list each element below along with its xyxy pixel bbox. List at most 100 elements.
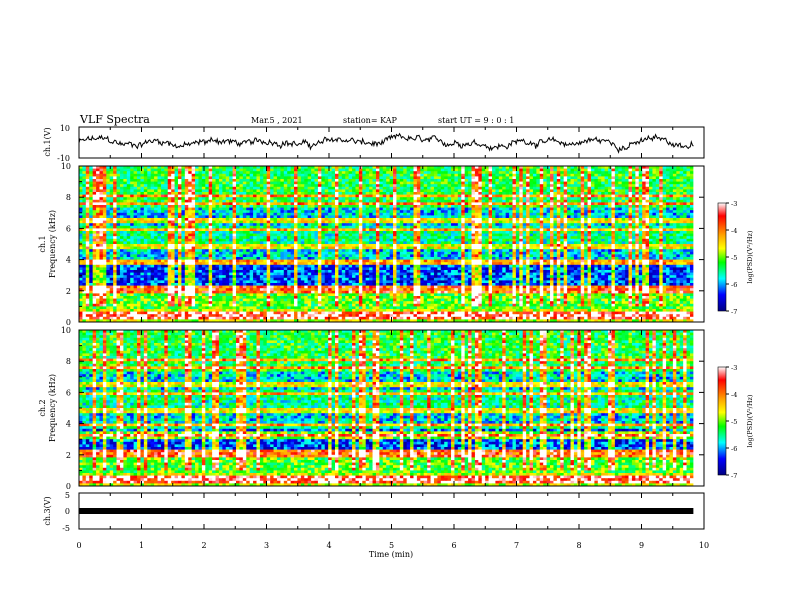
spectrogram-cell xyxy=(567,221,571,224)
spectrogram-cell xyxy=(635,182,639,185)
spectrogram-cell xyxy=(86,218,90,221)
spectrogram-cell xyxy=(383,179,387,182)
spectrogram-cell xyxy=(608,171,612,174)
spectrogram-cell xyxy=(506,169,510,172)
spectrogram-cell xyxy=(130,221,134,224)
spectrogram-cell xyxy=(379,215,383,218)
spectrogram-cell xyxy=(137,169,141,172)
spectrogram-cell xyxy=(212,215,216,218)
spectrogram-cell xyxy=(277,213,281,216)
spectrogram-cell xyxy=(543,200,547,203)
spectrogram-cell xyxy=(82,182,86,185)
spectrogram-cell xyxy=(581,179,585,182)
spectrogram-cell xyxy=(151,171,155,174)
spectrogram-cell xyxy=(287,205,291,208)
spectrogram-cell xyxy=(308,171,312,174)
spectrogram-cell xyxy=(379,182,383,185)
spectrogram-cell xyxy=(547,195,551,198)
spectrogram-cell xyxy=(656,213,660,216)
spectrogram-cell xyxy=(137,174,141,177)
spectrogram-cell xyxy=(226,179,230,182)
spectrogram-cell xyxy=(222,176,226,179)
spectrogram-cell xyxy=(164,171,168,174)
spectrogram-cell xyxy=(547,187,551,190)
spectrogram-cell xyxy=(553,179,557,182)
spectrogram-cell xyxy=(287,221,291,224)
spectrogram-cell xyxy=(454,169,458,172)
spectrogram-cell xyxy=(318,174,322,177)
spectrogram-cell xyxy=(420,184,424,187)
spectrogram-cell xyxy=(328,215,332,218)
spectrogram-cell xyxy=(543,195,547,198)
spectrogram-cell xyxy=(396,202,400,205)
spectrogram-cell xyxy=(458,205,462,208)
spectrogram-cell xyxy=(185,221,189,224)
spectrogram-cell xyxy=(362,184,366,187)
spectrogram-cell xyxy=(366,182,370,185)
spectrogram-cell xyxy=(413,174,417,177)
spectrogram-cell xyxy=(349,179,353,182)
spectrogram-cell xyxy=(253,182,257,185)
spectrogram-cell xyxy=(441,213,445,216)
spectrogram-cell xyxy=(669,179,673,182)
spectrogram-cell xyxy=(161,179,165,182)
spectrogram-cell xyxy=(212,179,216,182)
spectrogram-cell xyxy=(403,189,407,192)
spectrogram-cell xyxy=(192,205,196,208)
spectrogram-cell xyxy=(188,221,192,224)
spectrogram-cell xyxy=(390,176,394,179)
spectrogram-cell xyxy=(543,176,547,179)
spectrogram-cell xyxy=(533,176,537,179)
spectrogram-cell xyxy=(287,171,291,174)
spectrogram-cell xyxy=(222,210,226,213)
spectrogram-cell xyxy=(198,187,202,190)
spectrogram-cell xyxy=(277,189,281,192)
spectrogram-cell xyxy=(454,202,458,205)
spectrogram-cell xyxy=(519,179,523,182)
spectrogram-cell xyxy=(407,179,411,182)
spectrogram-cell xyxy=(270,171,274,174)
spectrogram-cell xyxy=(646,195,650,198)
spectrogram-cell xyxy=(175,213,179,216)
spectrogram-cell xyxy=(540,176,544,179)
spectrogram-cell xyxy=(376,192,380,195)
spectrogram-cell xyxy=(349,213,353,216)
spectrogram-cell xyxy=(639,184,643,187)
spectrogram-cell xyxy=(386,202,390,205)
spectrogram-cell xyxy=(263,184,267,187)
spectrogram-cell xyxy=(519,189,523,192)
spectrogram-cell xyxy=(512,171,516,174)
spectrogram-cell xyxy=(390,179,394,182)
spectrogram-cell xyxy=(263,208,267,211)
spectrogram-cell xyxy=(366,202,370,205)
spectrogram-cell xyxy=(82,208,86,211)
spectrogram-cell xyxy=(475,208,479,211)
spectrogram-cell xyxy=(396,192,400,195)
spectrogram-cell xyxy=(175,184,179,187)
spectrogram-cell xyxy=(120,215,124,218)
spectrogram-cell xyxy=(229,205,233,208)
spectrogram-cell xyxy=(175,171,179,174)
spectrogram-cell xyxy=(103,179,107,182)
spectrogram-cell xyxy=(598,210,602,213)
spectrogram-cell xyxy=(540,221,544,224)
spectrogram-cell xyxy=(489,215,493,218)
spectrogram-cell xyxy=(318,182,322,185)
spectrogram-cell xyxy=(181,169,185,172)
spectrogram-cell xyxy=(489,182,493,185)
spectrogram-cell xyxy=(581,187,585,190)
spectrogram-cell xyxy=(198,174,202,177)
spectrogram-cell xyxy=(216,215,220,218)
spectrogram-cell xyxy=(417,182,421,185)
spectrogram-cell xyxy=(134,195,138,198)
spectrogram-cell xyxy=(663,195,667,198)
spectrogram-cell xyxy=(649,174,653,177)
spectrogram-cell xyxy=(656,197,660,200)
spectrogram-cell xyxy=(137,205,141,208)
spectrogram-cell xyxy=(226,174,230,177)
spectrogram-cell xyxy=(540,192,544,195)
spectrogram-cell xyxy=(605,182,609,185)
spectrogram-cell xyxy=(106,197,110,200)
spectrogram-cell xyxy=(567,179,571,182)
spectrogram-cell xyxy=(151,169,155,172)
